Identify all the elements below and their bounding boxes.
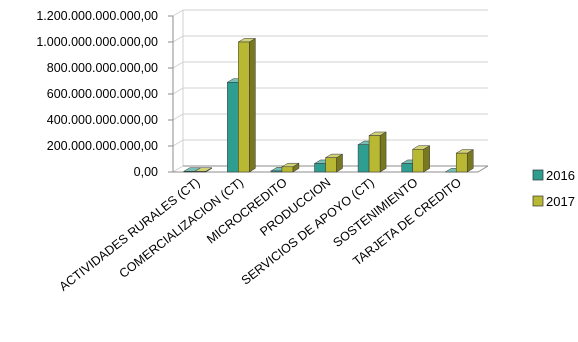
y-tick-label: 1.200.000.000.000,00 xyxy=(36,9,158,23)
y-axis-ticks: 0,00 200.000.000.000,00 400.000.000.000,00… xyxy=(36,9,173,179)
bar-front xyxy=(227,82,239,173)
bar-front xyxy=(238,41,250,173)
x-tick-label: MICROCREDITO xyxy=(204,175,290,246)
bar-front xyxy=(314,163,326,173)
legend-item: 2017 xyxy=(532,194,575,209)
y-tick-label: 600.000.000.000,00 xyxy=(47,87,158,101)
legend-swatch xyxy=(532,195,544,207)
gridlines xyxy=(172,9,488,173)
gridline-side xyxy=(172,87,184,95)
legend-label: 2016 xyxy=(546,168,575,183)
gridline-side xyxy=(172,139,184,147)
bar xyxy=(281,162,300,173)
legend-swatch xyxy=(532,169,544,181)
bar-front xyxy=(401,163,413,173)
bar xyxy=(368,131,387,173)
bar xyxy=(455,149,475,173)
bar xyxy=(193,167,213,173)
bar-front xyxy=(325,157,337,173)
axes xyxy=(172,10,489,173)
bar-front xyxy=(455,152,468,173)
bar xyxy=(411,145,431,173)
bar-front xyxy=(194,171,207,173)
bar-side xyxy=(423,145,430,173)
floor-side-edge xyxy=(477,165,489,173)
gridline-side xyxy=(172,61,184,69)
y-tick-label: 400.000.000.000,00 xyxy=(47,113,158,127)
bar xyxy=(324,153,344,173)
gridline-side xyxy=(172,9,184,17)
x-axis-ticks: ACTIVIDADES RURALES (CT)COMERCIALIZACION… xyxy=(57,175,465,294)
gridline-side xyxy=(172,35,184,43)
legend: 2016 2017 xyxy=(532,168,575,209)
bar-front xyxy=(412,149,424,173)
legend-item: 2016 xyxy=(532,168,575,183)
bar xyxy=(237,37,257,173)
y-tick-label: 0,00 xyxy=(134,165,158,179)
bar-front xyxy=(270,170,283,173)
bar-side xyxy=(249,37,256,173)
y-tick-label: 800.000.000.000,00 xyxy=(47,61,158,75)
bar-side xyxy=(379,131,387,173)
gridline-side xyxy=(172,113,184,121)
bar-side xyxy=(466,149,474,173)
bar-front xyxy=(357,144,370,173)
bar-front xyxy=(368,135,381,173)
legend-label: 2017 xyxy=(546,194,575,209)
bar-front xyxy=(183,171,196,173)
bars xyxy=(182,37,475,173)
y-tick-label: 200.000.000.000,00 xyxy=(47,139,158,153)
bar-front xyxy=(281,166,294,173)
y-tick-label: 1.000.000.000.000,00 xyxy=(36,35,158,49)
gridline-side xyxy=(172,165,184,173)
